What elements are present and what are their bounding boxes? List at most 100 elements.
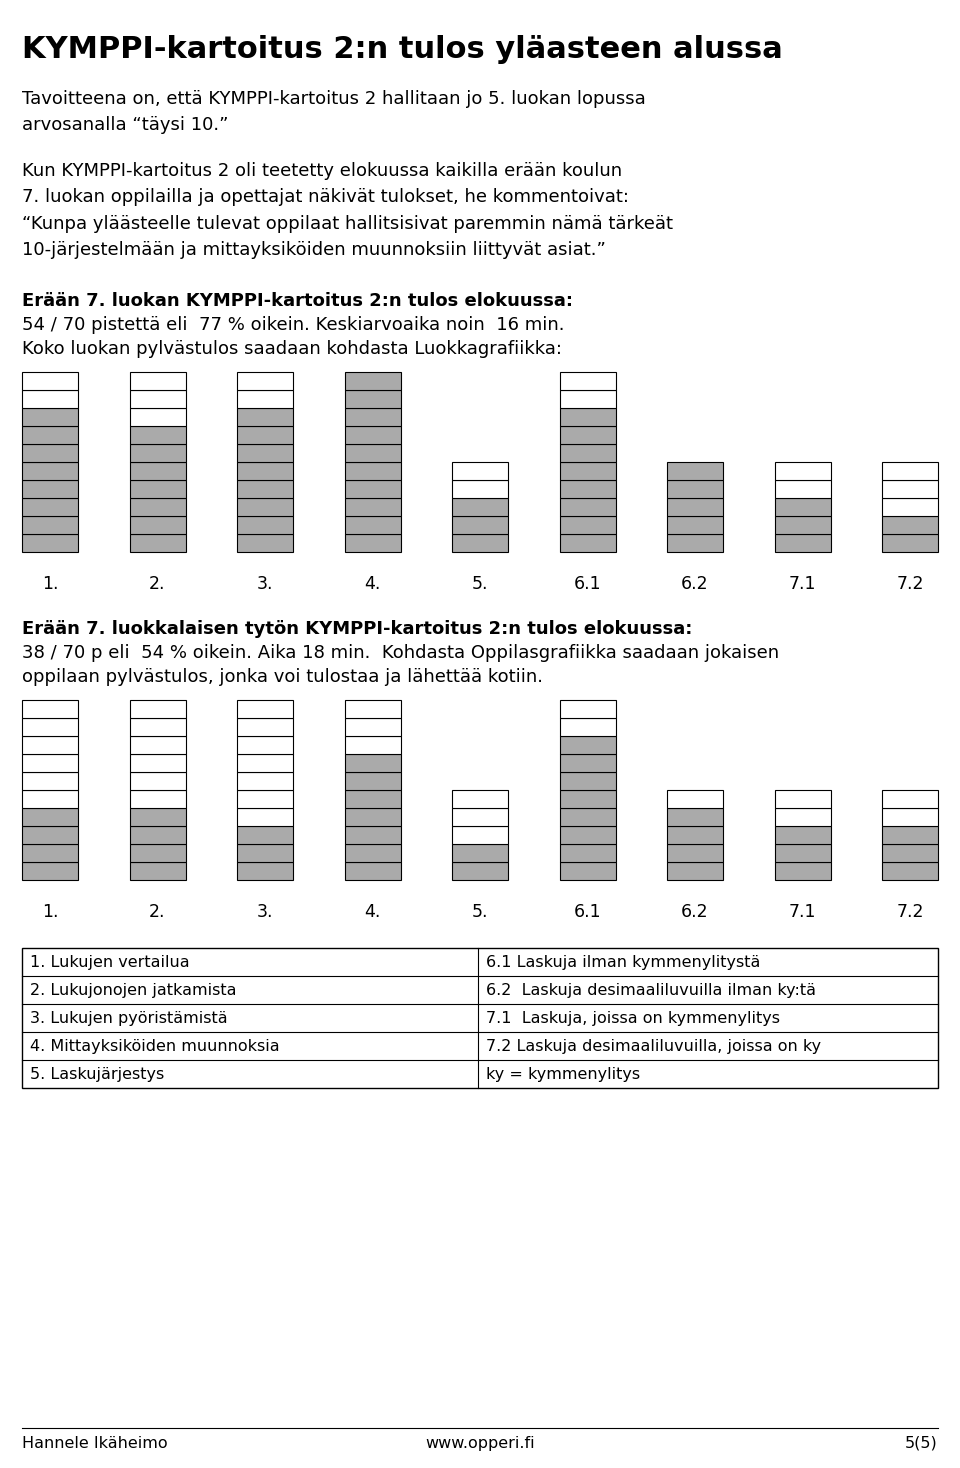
Bar <box>237 462 293 480</box>
Bar <box>22 498 78 515</box>
Bar <box>130 755 185 772</box>
Bar <box>452 462 508 480</box>
Text: 6.2  Laskuja desimaaliluvuilla ilman ky:tä: 6.2 Laskuja desimaaliluvuilla ilman ky:t… <box>486 982 816 997</box>
Text: 1.: 1. <box>41 575 59 593</box>
Bar <box>130 862 185 879</box>
Bar <box>775 534 830 552</box>
Bar <box>775 862 830 879</box>
Bar <box>345 390 400 408</box>
Text: 7.2: 7.2 <box>897 575 924 593</box>
Text: 6.1: 6.1 <box>574 903 601 920</box>
Text: Erään 7. luokan KYMPPI-kartoitus 2:n tulos elokuussa:: Erään 7. luokan KYMPPI-kartoitus 2:n tul… <box>22 292 573 310</box>
Bar <box>237 371 293 390</box>
Bar <box>345 498 400 515</box>
Text: 7.2: 7.2 <box>897 903 924 920</box>
Text: 3.: 3. <box>256 903 274 920</box>
Bar <box>560 515 615 534</box>
Bar <box>667 790 723 807</box>
Bar <box>882 462 938 480</box>
Bar <box>345 807 400 826</box>
Text: Erään 7. luokkalaisen tytön KYMPPI-kartoitus 2:n tulos elokuussa:: Erään 7. luokkalaisen tytön KYMPPI-karto… <box>22 619 692 639</box>
Bar <box>130 735 185 755</box>
Text: Kun KYMPPI-kartoitus 2 oli teetetty elokuussa kaikilla erään koulun
7. luokan op: Kun KYMPPI-kartoitus 2 oli teetetty elok… <box>22 161 673 260</box>
Bar <box>130 390 185 408</box>
Bar <box>345 443 400 462</box>
Bar <box>345 480 400 498</box>
Text: 7.1: 7.1 <box>789 575 816 593</box>
Bar <box>22 826 78 844</box>
Bar <box>237 807 293 826</box>
Text: 6.2: 6.2 <box>682 575 708 593</box>
Text: 5(5): 5(5) <box>905 1436 938 1450</box>
Bar <box>667 462 723 480</box>
Bar <box>667 807 723 826</box>
Bar <box>22 948 938 1088</box>
Bar <box>237 844 293 862</box>
Bar <box>882 790 938 807</box>
Bar <box>22 443 78 462</box>
Bar <box>237 700 293 718</box>
Bar <box>345 844 400 862</box>
Bar <box>452 862 508 879</box>
Bar <box>22 408 78 426</box>
Bar <box>22 772 78 790</box>
Bar <box>22 807 78 826</box>
Text: 7.1: 7.1 <box>789 903 816 920</box>
Text: 1. Lukujen vertailua: 1. Lukujen vertailua <box>30 954 190 969</box>
Bar <box>130 498 185 515</box>
Bar <box>237 498 293 515</box>
Bar <box>775 807 830 826</box>
Bar <box>130 480 185 498</box>
Bar <box>667 826 723 844</box>
Bar <box>22 718 78 735</box>
Text: 6.2: 6.2 <box>682 903 708 920</box>
Bar <box>882 480 938 498</box>
Bar <box>560 480 615 498</box>
Bar <box>345 408 400 426</box>
Bar <box>882 826 938 844</box>
Text: 4.: 4. <box>364 575 381 593</box>
Text: 4.: 4. <box>364 903 381 920</box>
Bar <box>560 390 615 408</box>
Text: 3.: 3. <box>256 575 274 593</box>
Text: 2.: 2. <box>149 575 166 593</box>
Text: 7.2 Laskuja desimaaliluvuilla, joissa on ky: 7.2 Laskuja desimaaliluvuilla, joissa on… <box>486 1038 821 1054</box>
Bar <box>560 718 615 735</box>
Bar <box>130 790 185 807</box>
Bar <box>775 480 830 498</box>
Bar <box>22 790 78 807</box>
Bar <box>345 755 400 772</box>
Bar <box>237 480 293 498</box>
Bar <box>237 426 293 443</box>
Text: 5. Laskujärjestys: 5. Laskujärjestys <box>30 1066 164 1082</box>
Bar <box>345 515 400 534</box>
Text: 1.: 1. <box>41 903 59 920</box>
Bar <box>130 426 185 443</box>
Text: oppilaan pylvästulos, jonka voi tulostaa ja lähettää kotiin.: oppilaan pylvästulos, jonka voi tulostaa… <box>22 668 543 686</box>
Text: 2. Lukujonojen jatkamista: 2. Lukujonojen jatkamista <box>30 982 236 997</box>
Bar <box>560 755 615 772</box>
Bar <box>667 862 723 879</box>
Bar <box>345 790 400 807</box>
Bar <box>345 735 400 755</box>
Bar <box>22 371 78 390</box>
Bar <box>22 515 78 534</box>
Bar <box>22 700 78 718</box>
Bar <box>130 807 185 826</box>
Bar <box>22 426 78 443</box>
Bar <box>130 462 185 480</box>
Text: 54 / 70 pistettä eli  77 % oikein. Keskiarvoaika noin  16 min.: 54 / 70 pistettä eli 77 % oikein. Keskia… <box>22 316 564 335</box>
Bar <box>130 772 185 790</box>
Bar <box>560 371 615 390</box>
Bar <box>667 480 723 498</box>
Bar <box>130 371 185 390</box>
Bar <box>452 534 508 552</box>
Bar <box>345 700 400 718</box>
Text: Tavoitteena on, että KYMPPI-kartoitus 2 hallitaan jo 5. luokan lopussa
arvosanal: Tavoitteena on, että KYMPPI-kartoitus 2 … <box>22 90 646 135</box>
Bar <box>452 844 508 862</box>
Bar <box>667 498 723 515</box>
Text: ky = kymmenylitys: ky = kymmenylitys <box>486 1066 640 1082</box>
Text: 3. Lukujen pyöristämistä: 3. Lukujen pyöristämistä <box>30 1010 228 1026</box>
Bar <box>560 408 615 426</box>
Text: Koko luokan pylvästulos saadaan kohdasta Luokkagrafiikka:: Koko luokan pylvästulos saadaan kohdasta… <box>22 341 562 358</box>
